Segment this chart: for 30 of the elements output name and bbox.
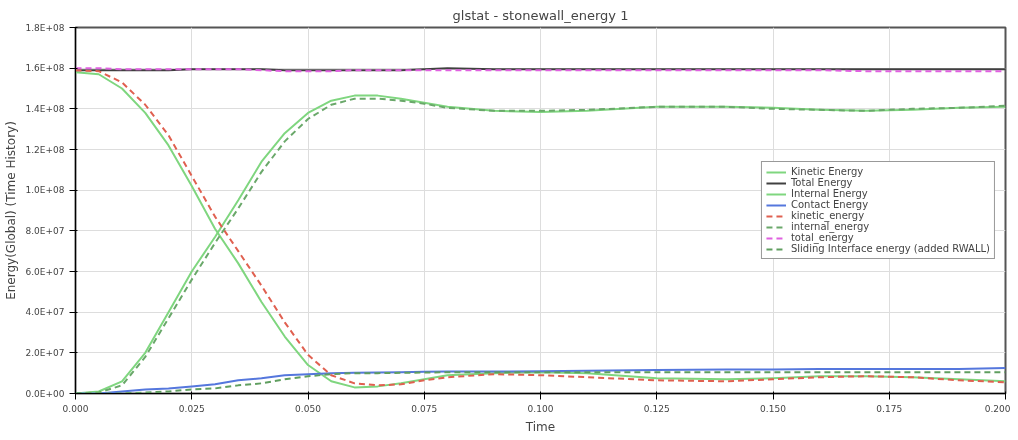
y-tick-label: 8.0E+07 (25, 225, 65, 236)
x-tick-label: 0.200 (984, 403, 1011, 414)
y-tick-label: 2.0E+07 (25, 347, 65, 358)
legend-label: total_energy (790, 232, 854, 243)
x-tick-label: 0.175 (876, 403, 903, 414)
x-tick-label: 0.150 (760, 403, 787, 414)
y-tick-label: 6.0E+07 (25, 266, 65, 277)
x-tick-label: 0.125 (643, 403, 670, 414)
x-tick-label: 0.000 (62, 403, 89, 414)
legend-label: Kinetic Energy (790, 166, 864, 177)
y-tick-label: 4.0E+07 (25, 307, 65, 318)
legend-label: kinetic_energy (790, 210, 865, 221)
x-tick-label: 0.025 (178, 403, 205, 414)
y-tick-label: 1.6E+08 (25, 63, 65, 74)
legend-label: Contact Energy (790, 199, 869, 210)
legend-label: Sliding Interface energy (added RWALL) (790, 243, 990, 254)
legend-label: internal_energy (790, 221, 870, 232)
y-tick-label: 1.0E+08 (25, 185, 65, 196)
legend-label: Internal Energy (790, 188, 868, 199)
y-tick-label: 0.0E+00 (25, 388, 65, 399)
x-axis-title: Time (524, 419, 556, 434)
x-tick-label: 0.100 (527, 403, 554, 414)
y-tick-label: 1.8E+08 (25, 22, 65, 33)
y-tick-label: 1.2E+08 (25, 144, 65, 155)
chart-title: glstat - stonewall_energy 1 (452, 7, 629, 23)
legend-label: Total Energy (790, 177, 853, 188)
x-tick-label: 0.050 (295, 403, 322, 414)
y-tick-label: 1.4E+08 (25, 103, 65, 114)
y-axis-title: Energy(Global) (Time History) (3, 121, 18, 300)
x-tick-label: 0.075 (411, 403, 438, 414)
